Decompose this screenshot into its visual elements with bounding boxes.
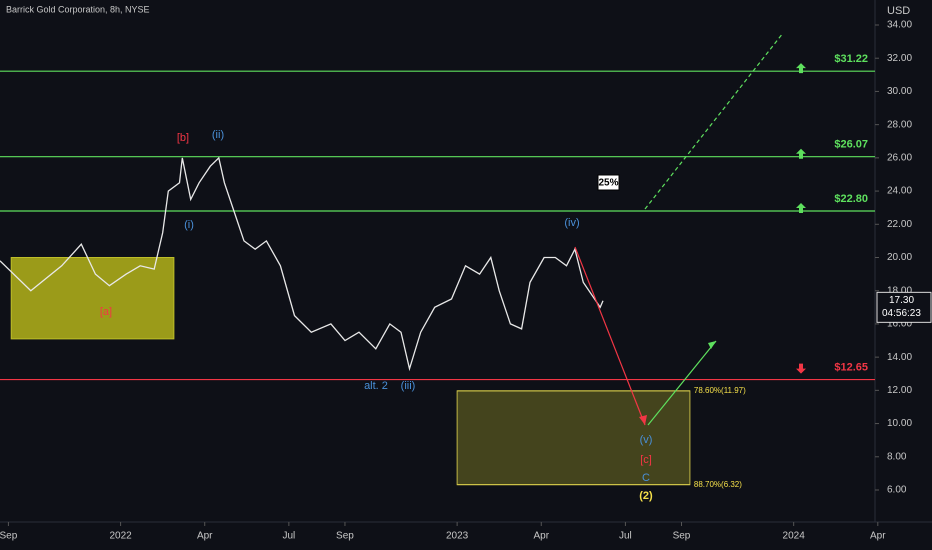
zone: [10, 257, 175, 340]
wave-label: C: [642, 472, 650, 484]
wave-label: (ii): [212, 129, 224, 141]
y-tick-label: 22.00: [887, 219, 912, 230]
level-arrow: [796, 63, 806, 74]
x-tick-label: Jul: [619, 531, 632, 542]
level-label: $31.22: [834, 53, 868, 65]
y-tick-label: 26.00: [887, 152, 912, 163]
wave-label: [b]: [177, 132, 189, 144]
y-tick-label: 28.00: [887, 119, 912, 130]
x-tick-label: Apr: [533, 531, 549, 542]
arrow-head: [639, 415, 647, 425]
wave-label: (iv): [564, 217, 579, 229]
wave-label: (i): [184, 219, 194, 231]
y-tick-label: 20.00: [887, 252, 912, 263]
y-tick-label: 32.00: [887, 53, 912, 64]
y-tick-label: 8.00: [887, 451, 907, 462]
wave-label: alt. 2: [364, 380, 388, 392]
axis-unit: USD: [887, 5, 910, 17]
percent-box: [597, 174, 620, 191]
x-tick-label: Sep: [336, 531, 354, 542]
price-tag: [876, 291, 932, 323]
arrow-head: [708, 341, 716, 349]
projection-arrow: [647, 340, 717, 426]
level-arrow: [796, 148, 806, 159]
level-arrow: [796, 203, 806, 213]
y-tick-label: 6.00: [887, 485, 907, 496]
projection-arrow: [644, 32, 784, 210]
x-tick-label: Sep: [673, 531, 691, 542]
level-label: $12.65: [834, 361, 868, 373]
wave-label: [c]: [640, 454, 652, 466]
y-tick-label: 24.00: [887, 186, 912, 197]
zone: [456, 390, 691, 486]
x-tick-label: Apr: [197, 531, 213, 542]
y-tick-label: 10.00: [887, 418, 912, 429]
x-tick-label: Sep: [0, 531, 18, 542]
projection-arrow: [574, 246, 646, 426]
y-tick-label: 34.00: [887, 20, 912, 31]
wave-label: (2): [639, 490, 653, 502]
x-tick-label: 2022: [109, 531, 132, 542]
chart-title: Barrick Gold Corporation, 8h, NYSE: [6, 4, 150, 14]
fib-label: 88.70%(6.32): [694, 480, 742, 489]
percent-label: 25%: [598, 178, 618, 189]
y-tick-label: 16.00: [887, 319, 912, 330]
x-tick-label: 2024: [783, 531, 806, 542]
wave-label: (v): [640, 434, 653, 446]
y-tick-label: 18.00: [887, 285, 912, 296]
price-line: [0, 156, 604, 372]
price-tag-label: 17.30: [889, 295, 914, 306]
wave-label: (iii): [401, 380, 416, 392]
x-tick-label: Apr: [870, 531, 886, 542]
x-tick-label: 2023: [446, 531, 469, 542]
fib-label: 78.60%(11.97): [694, 386, 746, 395]
y-tick-label: 12.00: [887, 385, 912, 396]
level-label: $22.80: [834, 193, 868, 205]
level-label: $26.07: [834, 139, 868, 151]
wave-label: [a]: [100, 306, 112, 318]
level-arrow: [796, 363, 806, 374]
y-tick-label: 14.00: [887, 352, 912, 363]
x-tick-label: Jul: [282, 531, 295, 542]
countdown: 04:56:23: [882, 308, 921, 319]
y-tick-label: 30.00: [887, 86, 912, 97]
